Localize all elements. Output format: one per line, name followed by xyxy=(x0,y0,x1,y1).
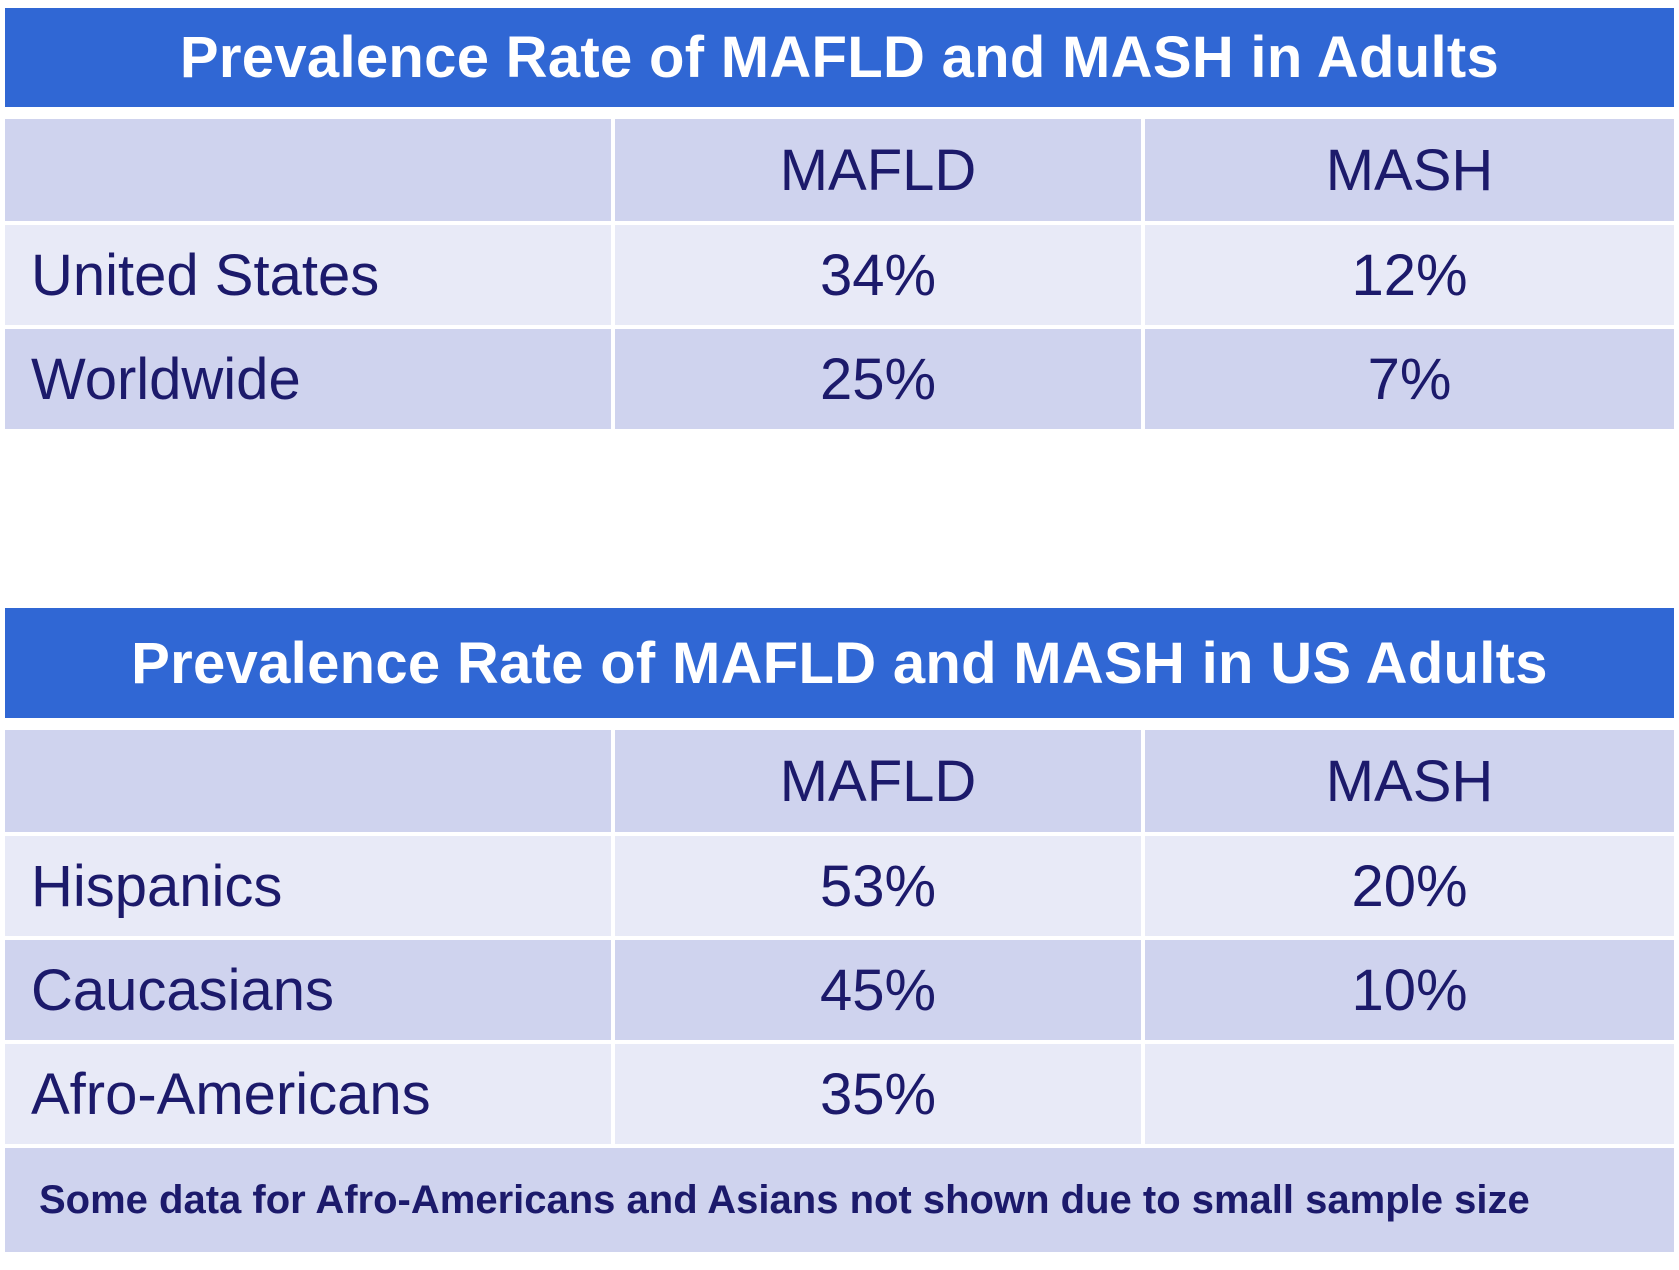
mafld-value: 25% xyxy=(611,325,1145,433)
mafld-value: 45% xyxy=(611,936,1145,1044)
mash-value: 12% xyxy=(1141,221,1674,329)
footnote: Some data for Afro-Americans and Asians … xyxy=(5,1144,1674,1256)
header-cell-mafld: MAFLD xyxy=(611,119,1145,225)
mafld-value: 34% xyxy=(611,221,1145,329)
header-row: MAFLD MASH xyxy=(5,730,1674,836)
row-label: Caucasians xyxy=(5,936,615,1044)
header-cell-mafld: MAFLD xyxy=(611,730,1145,836)
row-label: Afro-Americans xyxy=(5,1040,615,1148)
table-row: Worldwide 25% 7% xyxy=(5,325,1674,433)
mafld-value: 53% xyxy=(611,832,1145,940)
data-table: MAFLD MASH United States 34% 12% Worldwi… xyxy=(5,119,1674,433)
table-row: United States 34% 12% xyxy=(5,221,1674,329)
mash-value xyxy=(1141,1040,1674,1148)
table-row: Hispanics 53% 20% xyxy=(5,832,1674,940)
adults-prevalence-table: Prevalence Rate of MAFLD and MASH in Adu… xyxy=(5,8,1674,433)
header-cell-mash: MASH xyxy=(1141,730,1674,836)
table-row: Afro-Americans 35% xyxy=(5,1040,1674,1148)
mash-value: 7% xyxy=(1141,325,1674,433)
header-cell-mash: MASH xyxy=(1141,119,1674,225)
table-row: Caucasians 45% 10% xyxy=(5,936,1674,1044)
mash-value: 20% xyxy=(1141,832,1674,940)
header-cell-label xyxy=(5,730,615,836)
table-title: Prevalence Rate of MAFLD and MASH in Adu… xyxy=(5,8,1674,107)
table-title: Prevalence Rate of MAFLD and MASH in US … xyxy=(5,608,1674,718)
spacer xyxy=(5,718,1674,730)
header-cell-label xyxy=(5,119,615,225)
mafld-value: 35% xyxy=(611,1040,1145,1148)
header-row: MAFLD MASH xyxy=(5,119,1674,225)
data-table: MAFLD MASH Hispanics 53% 20% Caucasians … xyxy=(5,730,1674,1256)
footnote-row: Some data for Afro-Americans and Asians … xyxy=(5,1144,1674,1256)
spacer xyxy=(5,107,1674,119)
row-label: Worldwide xyxy=(5,325,615,433)
row-label: United States xyxy=(5,221,615,329)
us-adults-prevalence-table: Prevalence Rate of MAFLD and MASH in US … xyxy=(5,608,1674,1256)
row-label: Hispanics xyxy=(5,832,615,940)
mash-value: 10% xyxy=(1141,936,1674,1044)
